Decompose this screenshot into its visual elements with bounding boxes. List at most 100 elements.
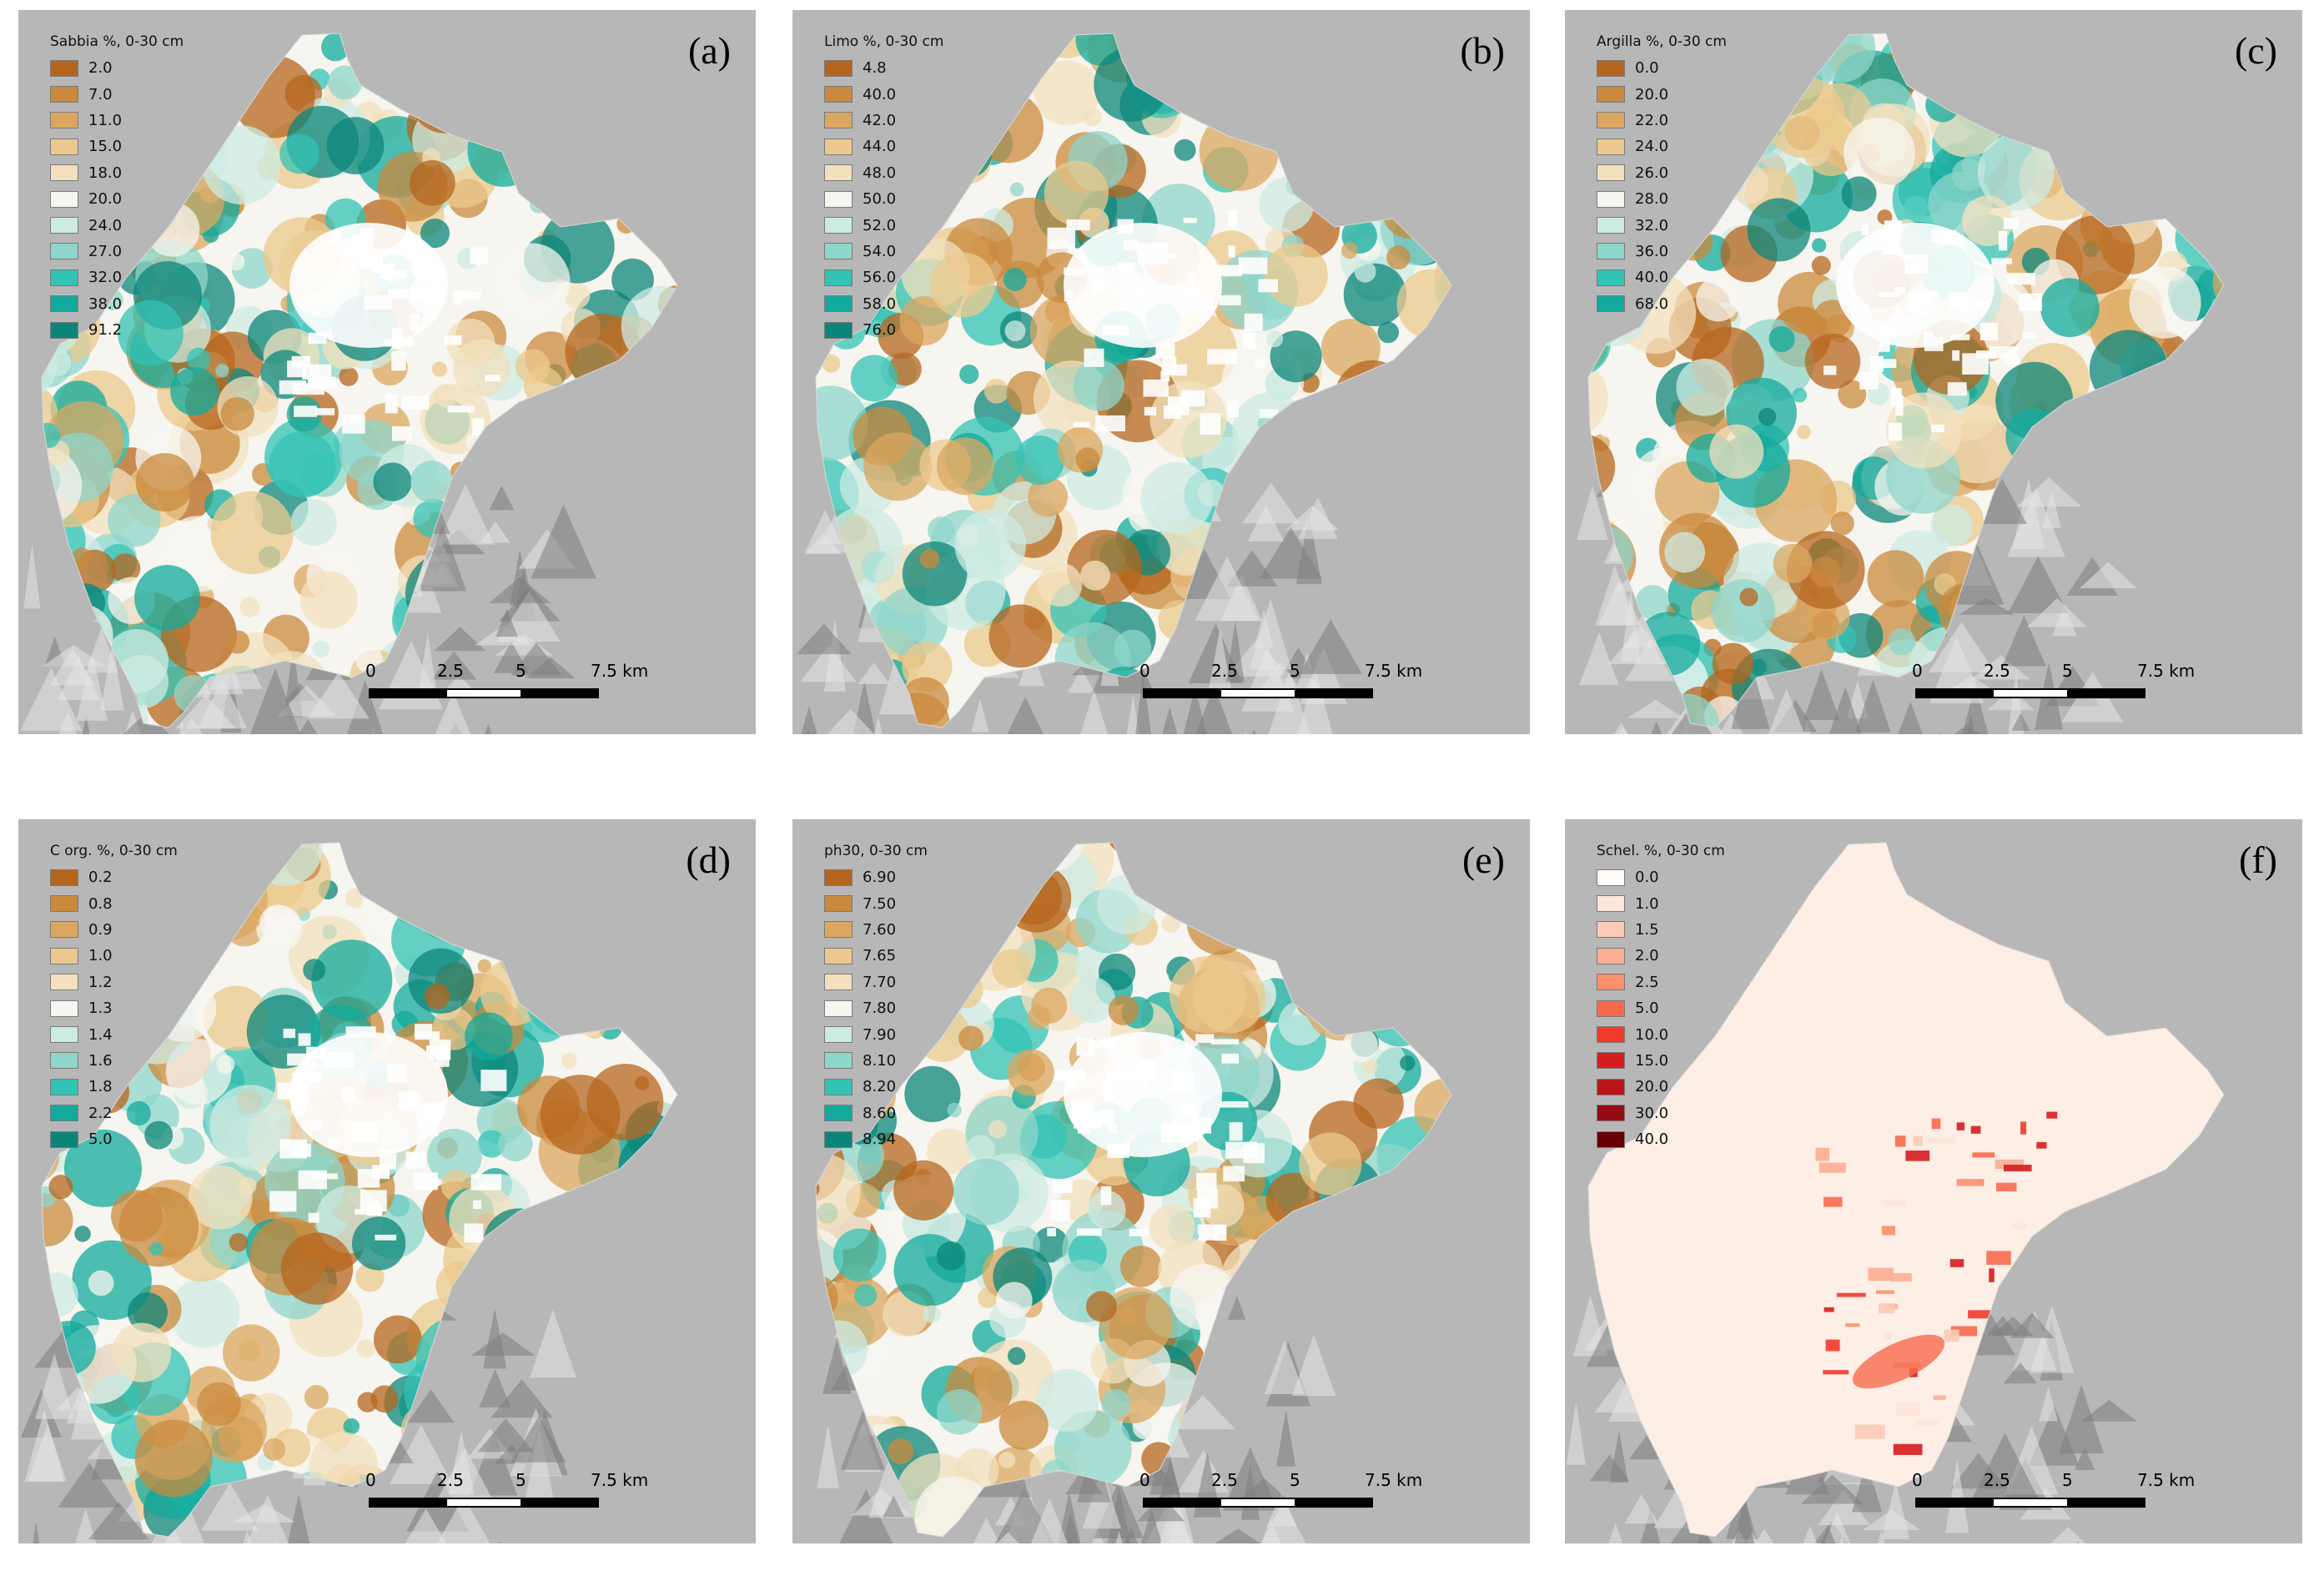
legend-label: 7.65: [863, 947, 897, 965]
legend-label: 1.6: [88, 1051, 113, 1070]
legend-label: 7.80: [863, 999, 897, 1018]
legend-swatch: [824, 1078, 853, 1095]
legend-swatch: [824, 295, 853, 313]
legend-item: 40.0: [1597, 264, 1727, 290]
legend-label: 91.2: [88, 321, 123, 340]
legend-item: 1.5: [1597, 917, 1725, 943]
map-canvas: [1565, 10, 2302, 734]
legend-label: 42.0: [863, 111, 897, 129]
legend-label: 7.50: [863, 894, 897, 913]
legend-label: 7.60: [863, 920, 897, 939]
legend-label: 1.2: [88, 973, 113, 991]
scale-bar: 0 2.5 5 7.5 km: [365, 1470, 648, 1520]
legend-swatch: [1597, 59, 1625, 77]
legend-swatch: [50, 921, 78, 939]
legend-swatch: [824, 895, 853, 913]
legend-item: 27.0: [50, 239, 184, 264]
legend-label: 50.0: [863, 190, 897, 209]
panel-label: (c): [2234, 29, 2277, 72]
legend-label: 0.0: [1635, 59, 1659, 78]
legend-item: 1.2: [50, 969, 178, 995]
scale-bar-tick: 2.5: [437, 1470, 464, 1490]
legend-label: 40.0: [863, 85, 897, 103]
legend-swatch: [50, 86, 78, 103]
legend-swatch: [50, 269, 78, 286]
legend-label: 27.0: [88, 242, 123, 260]
scale-bar: 0 2.5 5 7.5 km: [1139, 1470, 1422, 1520]
legend-label: 6.90: [863, 869, 897, 887]
legend-swatch: [824, 1052, 853, 1070]
legend-swatch: [50, 59, 78, 77]
legend-swatch: [50, 1078, 78, 1095]
legend-item: 2.2: [50, 1100, 178, 1126]
scale-bar-tick: 2.5: [1211, 1470, 1238, 1490]
legend-swatch: [50, 243, 78, 260]
legend-swatch: [50, 190, 78, 208]
legend-item: 24.0: [1597, 133, 1727, 159]
legend-label: 0.9: [88, 920, 113, 939]
legend-label: 76.0: [863, 321, 897, 340]
scale-bar-tick: 7.5 km: [2137, 661, 2196, 681]
map-canvas: [1565, 819, 2302, 1543]
panel-label: (e): [1461, 838, 1505, 881]
scale-bar-segment: [1143, 1498, 1220, 1508]
legend-item: 15.0: [1597, 1048, 1725, 1074]
legend-label: 48.0: [863, 164, 897, 182]
scale-bar-tick: 5: [2062, 1470, 2073, 1490]
legend-swatch: [824, 1130, 853, 1148]
legend-label: 40.0: [1635, 1130, 1669, 1149]
legend-item: 4.8: [824, 55, 943, 81]
scale-bar-segment: [1915, 1498, 1992, 1508]
legend-item: 7.80: [824, 995, 928, 1021]
legend-item: 10.0: [1597, 1021, 1725, 1047]
legend-item: 2.5: [1597, 969, 1725, 995]
legend-label: 38.0: [88, 295, 123, 313]
scale-bar-segment: [1296, 1498, 1373, 1508]
legend-item: 0.2: [50, 864, 178, 890]
scale-bar-segment: [1220, 1498, 1296, 1508]
legend-swatch: [1597, 974, 1625, 991]
legend-item: 42.0: [824, 108, 943, 133]
legend-item: 0.9: [50, 917, 178, 943]
legend-item: 32.0: [50, 264, 184, 290]
scale-bar-segment: [2069, 1498, 2145, 1508]
legend-swatch: [824, 921, 853, 939]
scale-bar-tick: 5: [1290, 1470, 1300, 1490]
legend-label: 20.0: [1635, 1078, 1669, 1096]
legend-swatch: [50, 217, 78, 234]
scale-bar-segment: [1220, 688, 1296, 698]
legend-label: 40.0: [1635, 269, 1669, 287]
legend-swatch: [824, 217, 853, 234]
legend: C org. %, 0-30 cm 0.2 0.8 0.9 1.0 1.2 1.3 1.4 1.…: [50, 843, 178, 1152]
legend-swatch: [50, 895, 78, 913]
scale-bar-segment: [522, 1498, 599, 1508]
legend-swatch: [1597, 999, 1625, 1017]
legend-swatch: [1597, 895, 1625, 913]
legend-swatch: [824, 243, 853, 260]
map-panel-d: C org. %, 0-30 cm 0.2 0.8 0.9 1.0 1.2 1.3 1.4 1.…: [18, 819, 756, 1543]
legend-swatch: [50, 164, 78, 182]
legend-swatch: [824, 1105, 853, 1122]
legend-swatch: [1597, 1130, 1625, 1148]
legend-label: 32.0: [1635, 216, 1669, 234]
legend-label: 8.60: [863, 1104, 897, 1122]
scale-bar-tick: 7.5 km: [1365, 1470, 1423, 1490]
legend-swatch: [50, 1130, 78, 1148]
legend-swatch: [1597, 217, 1625, 234]
scale-bar-segment: [1992, 688, 2069, 698]
legend-item: 32.0: [1597, 212, 1727, 238]
legend-label: 2.0: [88, 59, 113, 78]
legend-item: 7.70: [824, 969, 928, 995]
legend-swatch: [50, 999, 78, 1017]
legend-label: 1.0: [1635, 894, 1659, 913]
legend-item: 0.0: [1597, 55, 1727, 81]
legend-label: 68.0: [1635, 295, 1669, 313]
scale-bar-segment: [1915, 688, 1992, 698]
legend-item: 50.0: [824, 186, 943, 212]
scale-bar-tick: 2.5: [1211, 661, 1238, 681]
panel-label: (f): [2239, 838, 2277, 881]
scale-bar-segment: [445, 1498, 522, 1508]
legend-item: 38.0: [50, 291, 184, 317]
scale-bar-segment: [1143, 688, 1220, 698]
legend-label: 1.0: [88, 947, 113, 965]
